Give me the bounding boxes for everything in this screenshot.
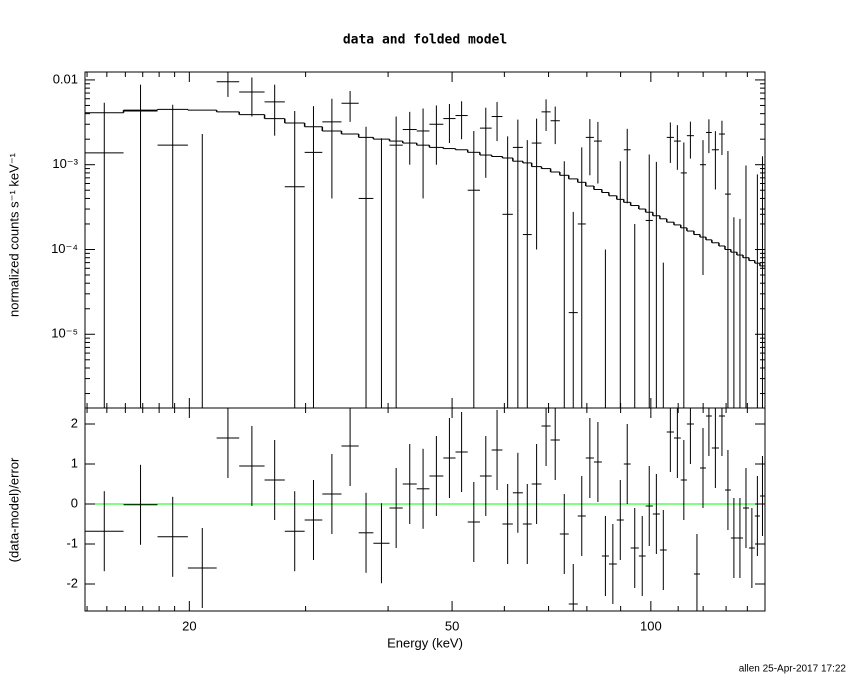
axes: 20 50 100 0.01 10⁻³ 10⁻⁴ 10⁻⁵ -2 -1 0 1 2 — [51, 71, 765, 633]
footer: allen 25-Apr-2017 17:22 — [739, 664, 847, 675]
x-axis-label: Energy (keV) — [387, 635, 463, 650]
model-riser — [122, 109, 761, 266]
y-tick-label: 10⁻³ — [52, 156, 78, 171]
chart-title: data and folded model — [343, 33, 507, 48]
bottom-frame — [84, 407, 766, 612]
y-tick-label: 10⁻⁴ — [51, 241, 78, 256]
bottom-plot-area — [85, 408, 765, 611]
y-tick-label: 0 — [71, 495, 78, 510]
y-tick-label: -2 — [66, 575, 78, 590]
y-tick-label: 0.01 — [53, 71, 78, 86]
y-tick-label: -1 — [66, 535, 78, 550]
y-axis-label: (data-model)/error — [6, 457, 21, 562]
top-plot-area — [85, 72, 765, 408]
y-axis-label: normalized counts s⁻¹ keV⁻¹ — [6, 152, 21, 317]
x-tick-label: 50 — [445, 618, 459, 633]
y-tick-label: 10⁻⁵ — [51, 326, 78, 341]
x-tick-label: 20 — [182, 618, 196, 633]
y-tick-label: 2 — [71, 415, 78, 430]
y-tick-label: 1 — [71, 455, 78, 470]
x-tick-label: 100 — [640, 618, 662, 633]
